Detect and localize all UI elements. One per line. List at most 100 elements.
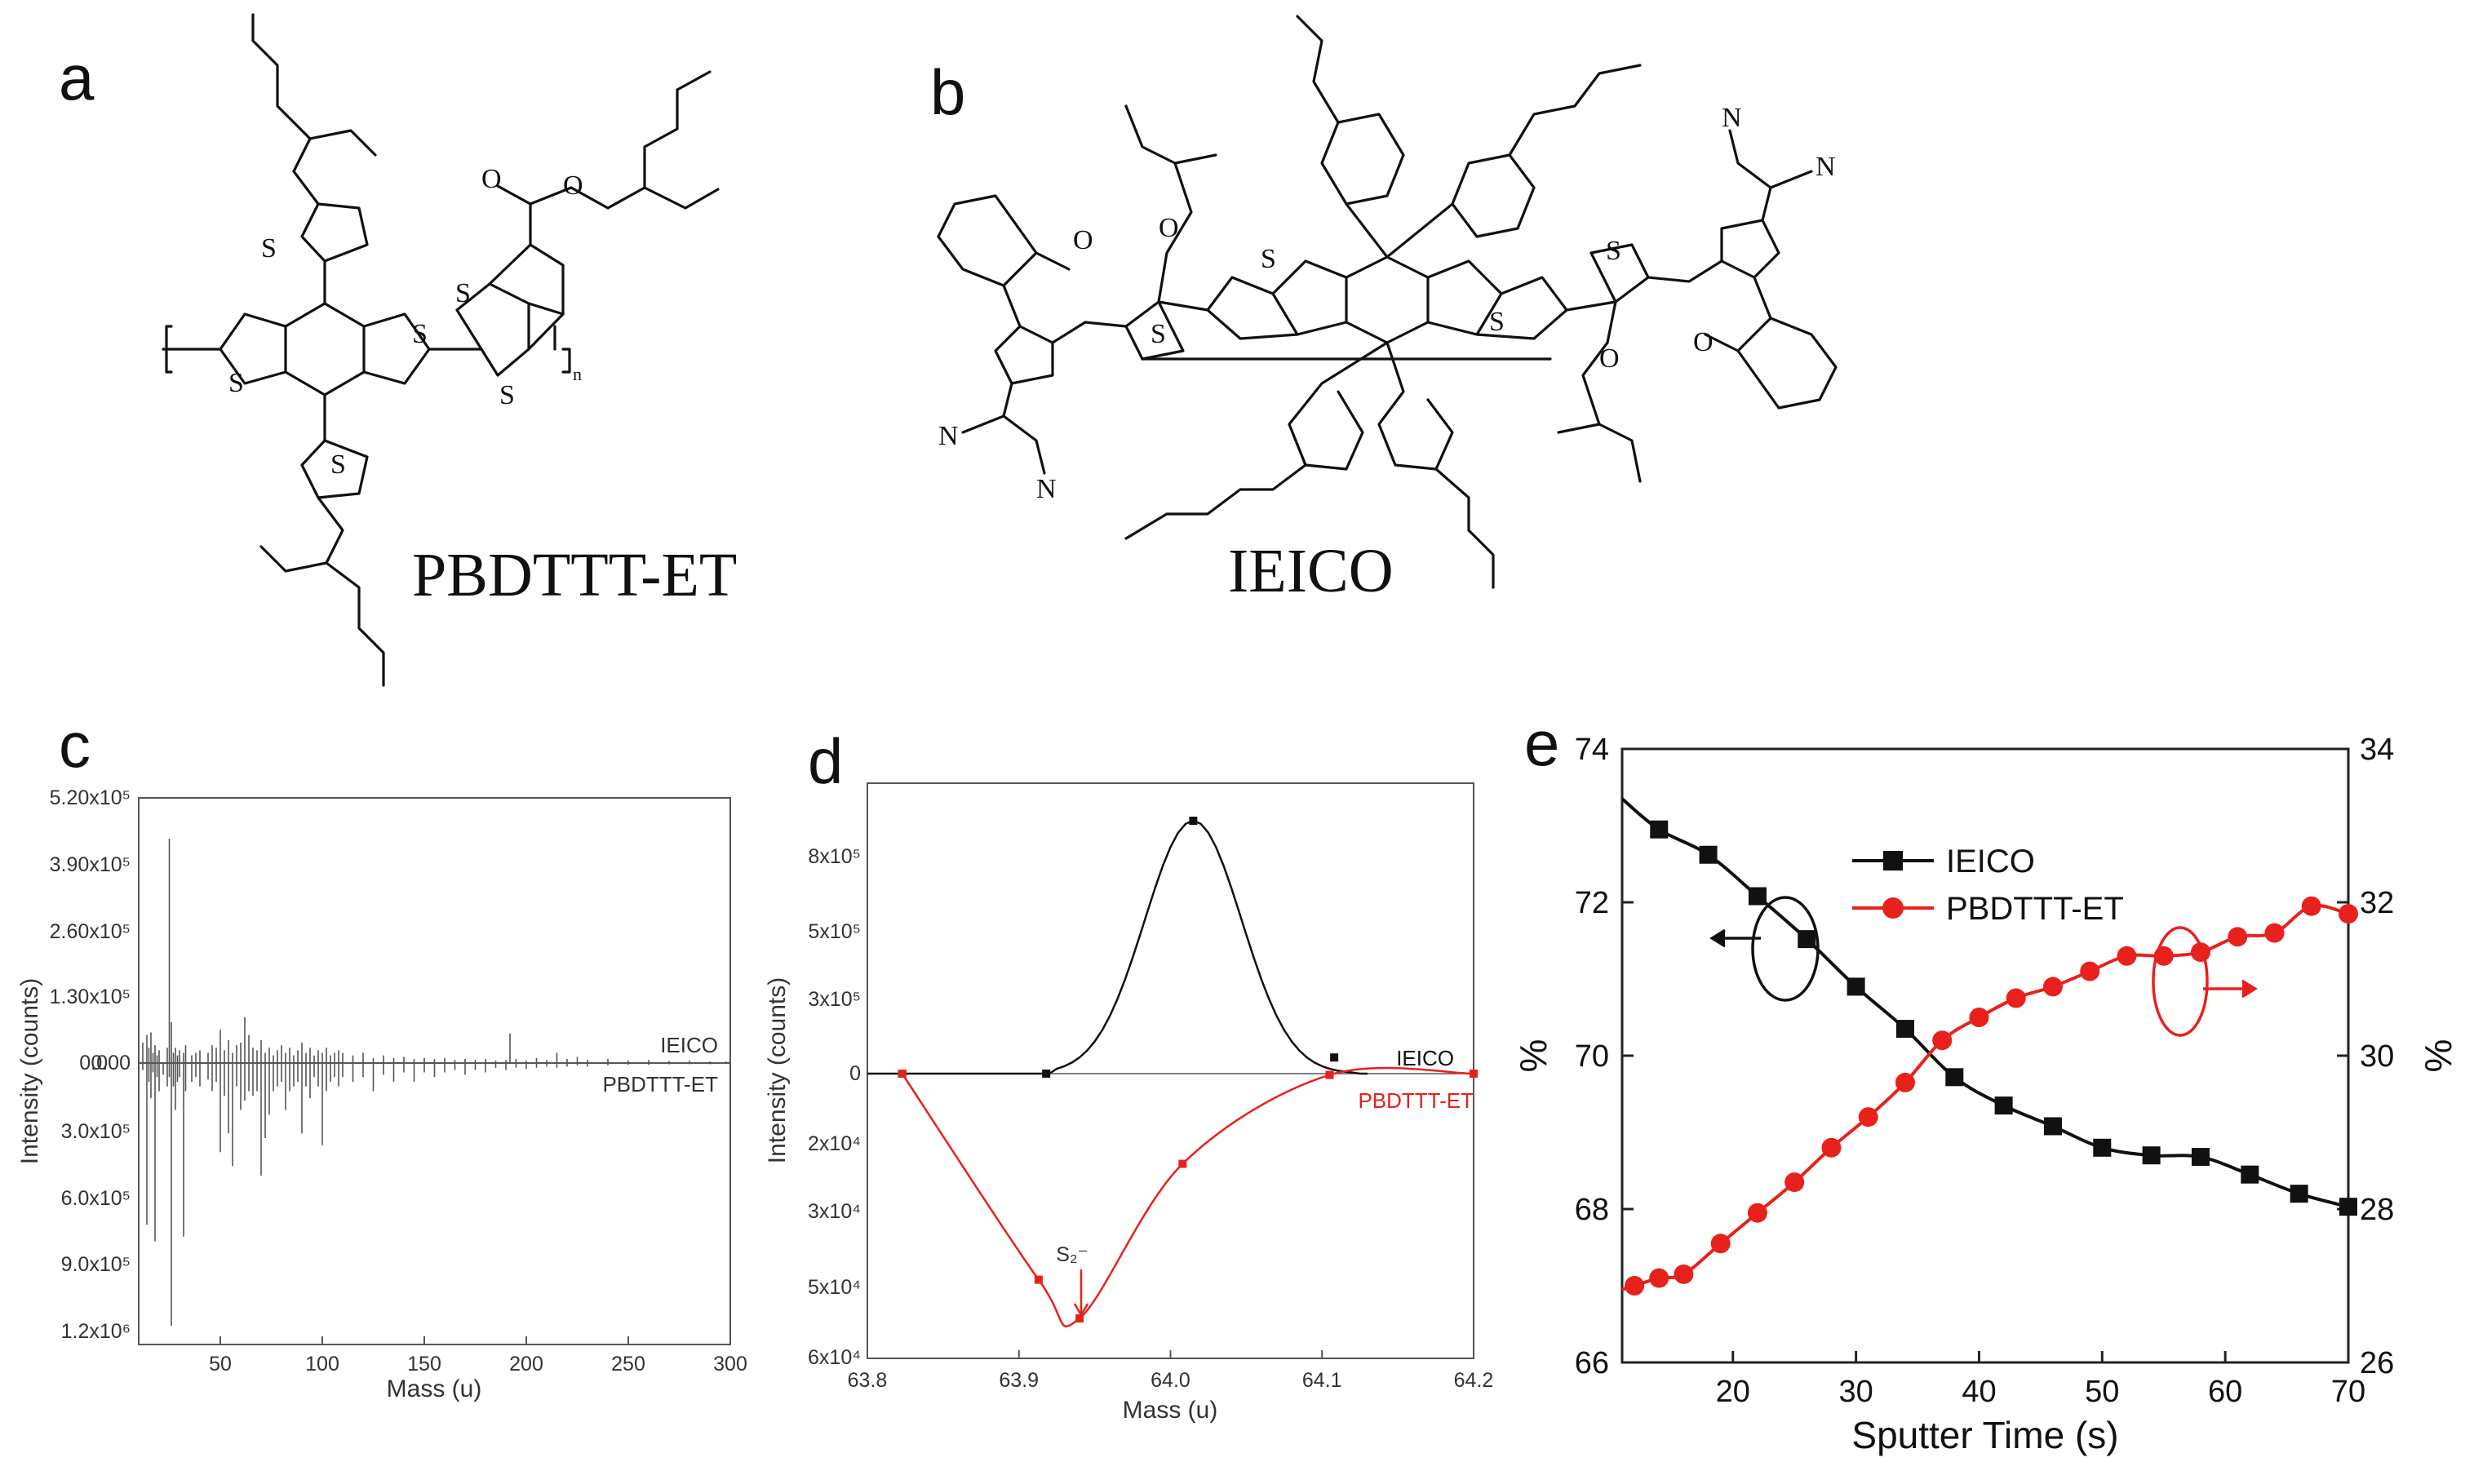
- point-pbdttt: [1858, 1107, 1878, 1127]
- right-axis-indicator: [2152, 926, 2258, 1037]
- atom-o-b2: O: [1693, 327, 1714, 357]
- point-ieico: [1330, 1053, 1339, 1062]
- annotation-arrow-d: [1073, 1269, 1089, 1318]
- point-ieico: [1994, 1096, 2013, 1115]
- panel-label-b: b: [930, 56, 965, 128]
- point-ieico: [1748, 887, 1767, 906]
- atom-s-3: S: [455, 278, 471, 308]
- curves-d: [867, 817, 1478, 1327]
- xtick-label-c: 250: [611, 1353, 645, 1375]
- point-ieico: [2043, 1117, 2062, 1136]
- xtick-label-c: 100: [305, 1353, 339, 1375]
- point-ieico: [1945, 1068, 1964, 1087]
- atom-n-subscript: n: [573, 364, 582, 384]
- point-pbdttt: [1325, 1070, 1334, 1079]
- ytick-e-left-2: 70: [1575, 1039, 1609, 1074]
- ytick-e-right-2: 30: [2360, 1039, 2394, 1074]
- xtick-label-c: 200: [509, 1353, 543, 1375]
- atom-s-1: S: [228, 368, 244, 398]
- point-pbdttt: [1034, 1275, 1043, 1284]
- point-pbdttt: [1625, 1276, 1645, 1296]
- ytick-c-top-0: 5.20x10⁵: [50, 786, 131, 809]
- point-pbdttt: [1895, 1072, 1915, 1092]
- panel-label-d: d: [808, 725, 843, 797]
- bars-c: [142, 839, 727, 1326]
- point-ieico: [1042, 1070, 1051, 1078]
- ytick-e-right-3: 32: [2360, 886, 2394, 920]
- xticks-c: 50 100 150 200 250 300: [209, 1336, 747, 1375]
- point-pbdttt: [2080, 961, 2100, 981]
- legend-d-pbdttt: PBDTTT-ET: [1358, 1088, 1474, 1113]
- yticks-e-right: 26 28 30 32 34: [2360, 733, 2394, 1380]
- ytick-d-bottom-2: 5x10⁴: [808, 1276, 861, 1299]
- xtick-label-d: 64.0: [1150, 1369, 1190, 1392]
- point-ieico: [1699, 845, 1718, 864]
- point-ieico: [1847, 977, 1865, 996]
- xticks-e: 20 30 40 50 60 70: [1716, 1351, 2365, 1409]
- ytick-d-top-0: 8x10⁵: [808, 845, 861, 868]
- point-ieico: [1650, 820, 1669, 839]
- xtick-label-e: 50: [2085, 1375, 2119, 1409]
- ytick-d-top-3: 0: [849, 1062, 861, 1085]
- atom-s-5: S: [261, 233, 277, 264]
- point-pbdttt: [2264, 923, 2285, 943]
- atom-s-4: S: [499, 380, 515, 410]
- ytick-c-bottom-1: 3.0x10⁵: [61, 1120, 131, 1143]
- atom-o-1: O: [481, 164, 502, 194]
- xtick-label-d: 63.9: [999, 1369, 1039, 1392]
- point-pbdttt: [1821, 1137, 1842, 1158]
- atom-s-b1: S: [1261, 244, 1276, 274]
- pbdttt-et-structure: S S S S S S O O n: [162, 13, 720, 687]
- yticks-d: 8x10⁵ 5x10⁵ 3x10⁵ 0 2x10⁴ 3x10⁴ 5x10⁴ 6x…: [808, 845, 861, 1369]
- ylabel-e-left: %: [1512, 1039, 1554, 1073]
- xtick-label-e: 60: [2208, 1375, 2242, 1409]
- panel-a: a: [59, 13, 737, 687]
- atom-o-b4: O: [1599, 343, 1620, 374]
- legend-e-pbdttt: PBDTTT-ET: [1946, 891, 2124, 927]
- yticks-e-left: 66 68 70 72 74: [1575, 733, 1609, 1380]
- legend-e-ieico: IEICO: [1946, 844, 2035, 879]
- point-pbdttt: [1784, 1172, 1805, 1193]
- point-pbdttt: [1969, 1008, 1989, 1027]
- annotation-s2: S₂⁻: [1056, 1243, 1088, 1266]
- point-ieico: [2191, 1148, 2210, 1167]
- ytick-e-left-3: 72: [1575, 886, 1609, 920]
- ieico-structure: S S S S O O O O N N N N: [937, 15, 1838, 589]
- point-ieico: [2093, 1138, 2112, 1157]
- series-line-ieico: [867, 819, 1368, 1075]
- ytick-c-top-1: 3.90x10⁵: [50, 853, 131, 876]
- xticks-d: 63.8 63.9 64.0 64.1 64.2: [848, 1350, 1493, 1392]
- legend-c-ieico: IEICO: [660, 1033, 718, 1057]
- atom-s-2: S: [412, 319, 428, 349]
- xtick-label-e: 30: [1838, 1375, 1873, 1409]
- point-pbdttt: [1178, 1159, 1187, 1168]
- panel-b: b: [930, 15, 1838, 605]
- xtick-label-e: 70: [2331, 1375, 2365, 1409]
- compound-name-ieico: IEICO: [1228, 537, 1394, 605]
- ytick-d-bottom-3: 6x10⁴: [808, 1346, 861, 1369]
- ylabel-d: Intensity (counts): [764, 977, 791, 1163]
- point-pbdttt: [2301, 896, 2321, 916]
- xtick-label-c: 50: [209, 1353, 232, 1375]
- ytick-e-right-1: 28: [2360, 1193, 2394, 1227]
- curves-e: [1620, 797, 2358, 1296]
- legend-e-marker-ieico: [1883, 851, 1903, 870]
- series-line-ieico: [1620, 797, 2349, 1209]
- atom-s-6: S: [330, 450, 346, 480]
- point-pbdttt: [1747, 1203, 1767, 1223]
- xlabel-d: Mass (u): [1123, 1397, 1218, 1424]
- ytick-d-bottom-0: 2x10⁴: [808, 1132, 861, 1155]
- legend-e-marker-pbdttt: [1882, 897, 1904, 919]
- point-pbdttt: [2228, 927, 2248, 947]
- ytick-c-bottom-3: 9.0x10⁵: [61, 1253, 131, 1276]
- ytick-e-left-0: 66: [1575, 1346, 1609, 1380]
- panel-c: c 5.20x10⁵ 3.90x10⁵ 2.60x10⁵ 1.30x10⁵ 0.…: [16, 709, 747, 1402]
- atom-o-2: O: [563, 171, 583, 201]
- panel-label-c: c: [59, 709, 91, 781]
- axis-ticks-e: [1622, 747, 2348, 1364]
- ytick-c-bottom-2: 6.0x10⁵: [61, 1187, 131, 1210]
- ytick-c-top-2: 2.60x10⁵: [50, 920, 131, 943]
- series-line-pbdttt: [1621, 903, 2349, 1291]
- plot-frame-d: [867, 782, 1474, 1359]
- atom-n-b3: N: [1815, 152, 1836, 182]
